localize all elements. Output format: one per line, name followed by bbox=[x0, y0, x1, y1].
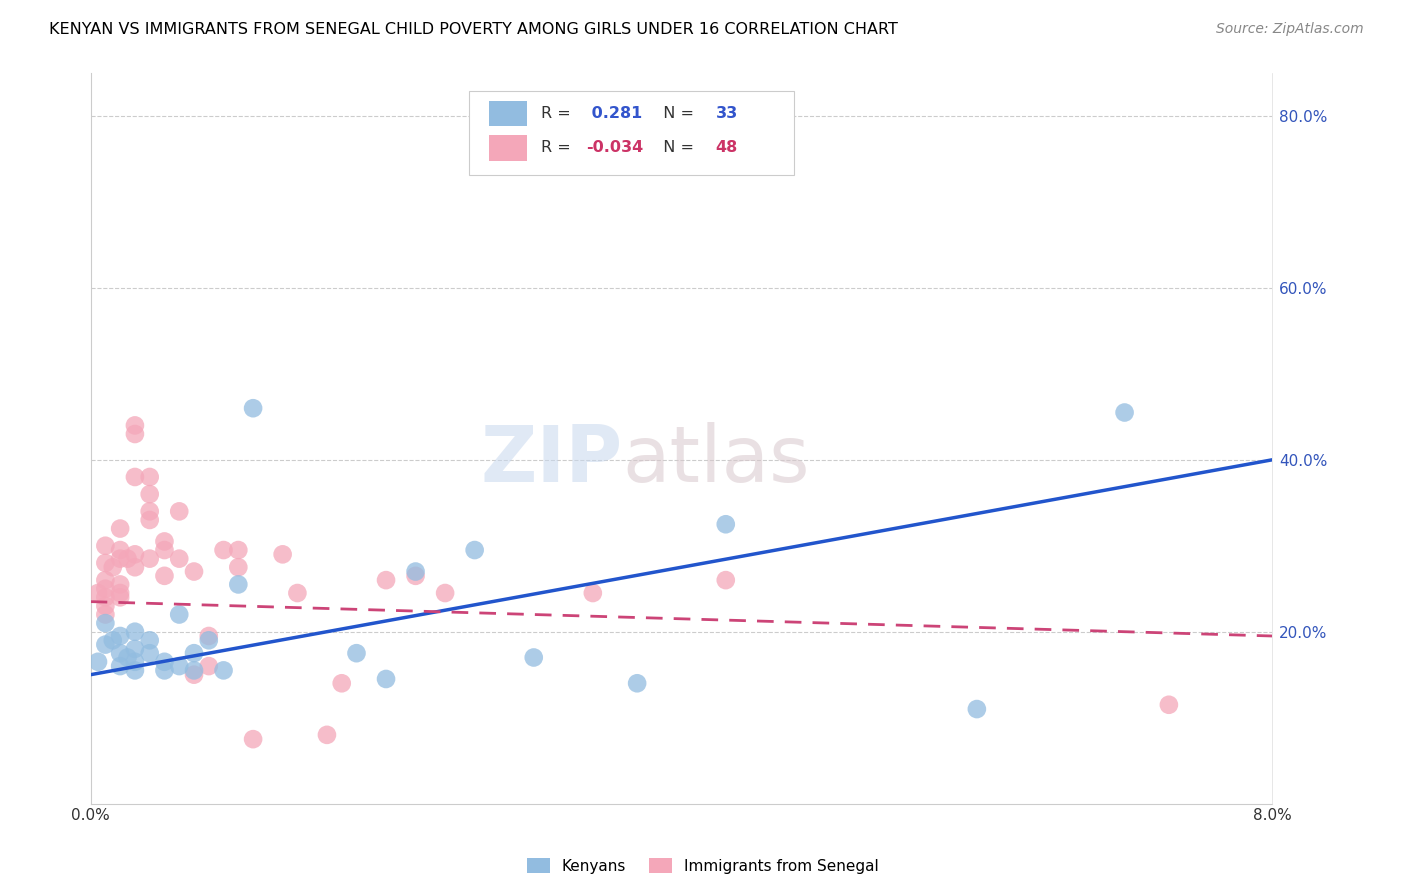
Point bbox=[124, 427, 146, 442]
Point bbox=[124, 655, 146, 669]
Point bbox=[153, 664, 176, 678]
Point bbox=[117, 650, 139, 665]
Point bbox=[228, 560, 250, 574]
Point bbox=[108, 586, 131, 600]
Text: -0.034: -0.034 bbox=[586, 140, 643, 155]
Point bbox=[153, 569, 176, 583]
Point bbox=[228, 543, 250, 558]
Text: 0.281: 0.281 bbox=[586, 105, 643, 120]
Point bbox=[405, 565, 427, 579]
Point bbox=[124, 418, 146, 433]
Point bbox=[405, 569, 427, 583]
Point bbox=[197, 629, 219, 643]
Text: Source: ZipAtlas.com: Source: ZipAtlas.com bbox=[1216, 22, 1364, 37]
Point bbox=[228, 577, 250, 591]
Point bbox=[197, 659, 219, 673]
Point bbox=[138, 513, 160, 527]
Point bbox=[94, 599, 117, 613]
Point bbox=[523, 650, 546, 665]
Text: R =: R = bbox=[541, 105, 575, 120]
Point bbox=[108, 522, 131, 536]
Point bbox=[124, 641, 146, 656]
Point bbox=[124, 624, 146, 639]
Point bbox=[101, 633, 124, 648]
Point bbox=[714, 573, 737, 587]
Point bbox=[138, 470, 160, 484]
Point bbox=[183, 565, 205, 579]
Point bbox=[242, 732, 264, 747]
Point bbox=[94, 616, 117, 631]
FancyBboxPatch shape bbox=[489, 101, 527, 127]
Point bbox=[108, 659, 131, 673]
Point bbox=[212, 543, 235, 558]
Point bbox=[153, 655, 176, 669]
Point bbox=[346, 646, 368, 660]
Point bbox=[108, 591, 131, 605]
Point bbox=[94, 607, 117, 622]
Point bbox=[94, 638, 117, 652]
Point bbox=[167, 607, 190, 622]
FancyBboxPatch shape bbox=[489, 135, 527, 161]
Point bbox=[117, 551, 139, 566]
Point bbox=[101, 560, 124, 574]
Point bbox=[153, 534, 176, 549]
Point bbox=[138, 646, 160, 660]
Point bbox=[1114, 405, 1136, 419]
Point bbox=[138, 504, 160, 518]
Point bbox=[94, 591, 117, 605]
Point bbox=[316, 728, 339, 742]
Text: R =: R = bbox=[541, 140, 575, 155]
Point bbox=[87, 586, 110, 600]
Point bbox=[242, 401, 264, 416]
Point bbox=[582, 586, 605, 600]
Point bbox=[138, 633, 160, 648]
Point bbox=[271, 547, 294, 561]
Point bbox=[167, 659, 190, 673]
Point bbox=[287, 586, 309, 600]
Text: ZIP: ZIP bbox=[479, 422, 623, 499]
Point bbox=[330, 676, 353, 690]
Point bbox=[94, 573, 117, 587]
Point bbox=[167, 504, 190, 518]
Text: 48: 48 bbox=[716, 140, 738, 155]
Point bbox=[108, 577, 131, 591]
Text: 33: 33 bbox=[716, 105, 738, 120]
Point bbox=[87, 655, 110, 669]
Point bbox=[1157, 698, 1180, 712]
Text: N =: N = bbox=[654, 140, 699, 155]
Point bbox=[108, 646, 131, 660]
Point bbox=[183, 664, 205, 678]
Point bbox=[108, 551, 131, 566]
Point bbox=[124, 470, 146, 484]
Text: N =: N = bbox=[654, 105, 699, 120]
FancyBboxPatch shape bbox=[468, 91, 794, 175]
Point bbox=[124, 560, 146, 574]
Legend: Kenyans, Immigrants from Senegal: Kenyans, Immigrants from Senegal bbox=[520, 852, 886, 880]
Point bbox=[197, 633, 219, 648]
Point bbox=[124, 547, 146, 561]
Point bbox=[108, 629, 131, 643]
Point bbox=[212, 664, 235, 678]
Point bbox=[626, 676, 648, 690]
Point bbox=[464, 543, 486, 558]
Text: atlas: atlas bbox=[623, 422, 810, 499]
Text: KENYAN VS IMMIGRANTS FROM SENEGAL CHILD POVERTY AMONG GIRLS UNDER 16 CORRELATION: KENYAN VS IMMIGRANTS FROM SENEGAL CHILD … bbox=[49, 22, 898, 37]
Point bbox=[434, 586, 457, 600]
Point bbox=[375, 672, 398, 686]
Point bbox=[153, 543, 176, 558]
Point bbox=[94, 582, 117, 596]
Point bbox=[183, 646, 205, 660]
Point bbox=[94, 539, 117, 553]
Point bbox=[108, 543, 131, 558]
Point bbox=[167, 551, 190, 566]
Point bbox=[183, 667, 205, 681]
Point bbox=[375, 573, 398, 587]
Point bbox=[138, 487, 160, 501]
Point bbox=[138, 551, 160, 566]
Point bbox=[124, 664, 146, 678]
Point bbox=[94, 556, 117, 570]
Point bbox=[714, 517, 737, 532]
Point bbox=[966, 702, 988, 716]
